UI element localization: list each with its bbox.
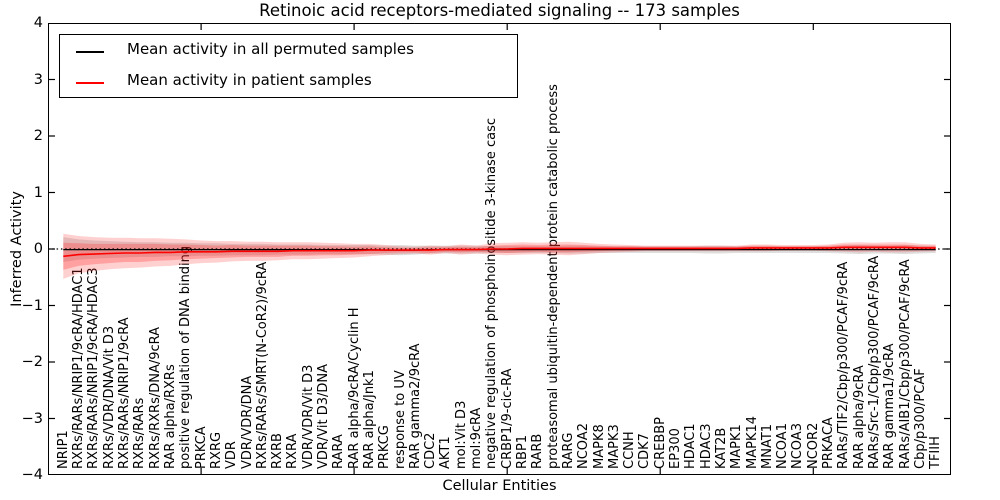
x-tick-label: VDR/VDR/DNA	[239, 375, 255, 469]
x-tick-label: RXRA	[285, 433, 301, 469]
x-tick-label: CDC2	[423, 432, 439, 469]
x-tick-label: MAPK14	[744, 415, 760, 469]
x-tick-label: CCNH	[622, 431, 638, 469]
x-tick-label: RARs/AIB1/Cbp/p300/PCAF/9cRA	[897, 259, 913, 469]
x-tick-label: RXRs/RARs	[132, 397, 148, 469]
x-tick-label: RXRG	[208, 431, 224, 469]
chart-title: Retinoic acid receptors-mediated signali…	[259, 1, 740, 20]
y-axis-title: Inferred Activity	[9, 191, 25, 307]
x-tick-label: RXRs/RARs/NRIP1/9cRA/HDAC3	[86, 267, 102, 469]
y-tick-label: −2	[21, 354, 43, 370]
x-tick-label: NCOR2	[805, 422, 821, 469]
y-tick-label: −4	[21, 467, 43, 483]
x-tick-label: RARB	[530, 433, 546, 469]
x-tick-label: positive regulation of DNA binding	[178, 245, 194, 469]
x-tick-label: RARs/TIF2/Cbp/p300/PCAF/9cRA	[836, 261, 852, 469]
x-tick-label: RXRs/RARs/SMRT(N-CoR2)/9cRA	[254, 261, 270, 469]
x-tick-label: RAR alpha/RXRs	[162, 364, 178, 469]
x-tick-label: RXRB	[270, 433, 286, 469]
legend-item-patient: Mean activity in patient samples	[60, 68, 517, 97]
x-axis-title: Cellular Entities	[442, 478, 557, 494]
y-tick-label: 1	[33, 184, 43, 201]
x-tick-label: VDR/Vit D3/DNA	[316, 363, 331, 469]
x-tick-label: Cbp/p300/PCAF	[912, 368, 928, 469]
legend: Mean activity in all permuted samples Me…	[59, 34, 518, 98]
x-tick-label: RARA	[331, 434, 347, 469]
x-tick-label: VDR	[224, 441, 240, 469]
permuted-line-sample-icon	[76, 51, 104, 53]
x-tick-label: RARG	[560, 432, 576, 469]
y-tick-label: −1	[21, 297, 43, 314]
x-tick-label: RBP1	[515, 434, 530, 469]
x-tick-label: negative regulation of phosphoinositide …	[484, 118, 500, 469]
x-tick-label: MAPK1	[729, 424, 745, 469]
x-tick-label: MAPK8	[591, 424, 607, 469]
x-tick-label: TFIIH	[928, 436, 944, 469]
x-tick-label: RAR gamma1/9cRA	[882, 343, 898, 469]
x-tick-label: PRKACA	[821, 417, 837, 469]
x-tick-label: RXRs/VDR/DNA/Vit D3	[101, 325, 117, 469]
x-tick-label: RXRs/RARs/NRIP1/9cRA/HDAC1	[71, 267, 87, 469]
y-tick-label: 3	[33, 71, 43, 88]
x-tick-label: CRBP1/9-cic-RA	[499, 368, 515, 469]
x-tick-label: HDAC3	[698, 423, 714, 469]
x-tick-label: RAR alpha/9cRA	[851, 365, 867, 469]
x-tick-label: VDR/VDR/Vit D3	[300, 364, 316, 469]
x-tick-label: RAR alpha/9cRA/Cyclin H	[346, 307, 362, 469]
y-tick-label: 2	[33, 128, 43, 144]
x-tick-label: MNAT1	[759, 423, 775, 469]
y-tick-label: −3	[21, 410, 43, 427]
x-tick-label: KAT2B	[713, 427, 729, 469]
x-tick-label: RAR alpha/Jnk1	[361, 370, 377, 469]
x-tick-label: RXRs/RXRs/DNA/9cRA	[147, 326, 163, 469]
x-tick-label: AKT1	[438, 436, 454, 469]
x-tick-label: RARs/Src-1/Cbp/p300/PCAF/9cRA	[867, 255, 882, 469]
x-tick-label: PRKCG	[377, 425, 393, 469]
y-tick-label: 4	[33, 15, 43, 31]
x-tick-label: MAPK3	[606, 424, 622, 469]
x-tick-label: mol:9cRA	[469, 407, 484, 469]
x-tick-label: response to UV	[392, 370, 408, 469]
x-tick-label: HDAC1	[683, 423, 699, 469]
legend-item-permuted: Mean activity in all permuted samples	[60, 37, 517, 66]
x-tick-label: EP300	[668, 428, 683, 469]
x-tick-label: NCOA3	[790, 423, 806, 469]
y-tick-label: 0	[33, 241, 43, 257]
x-tick-label: PRKCA	[193, 426, 209, 469]
x-tick-label: CREBBP	[652, 417, 668, 469]
legend-label: Mean activity in patient samples	[127, 71, 372, 89]
x-tick-label: RXRs/RARs/NRIP1/9cRA	[117, 317, 132, 469]
x-tick-label: proteasomal ubiquitin-dependent protein …	[545, 84, 561, 469]
legend-label: Mean activity in all permuted samples	[127, 40, 414, 58]
patient-line-sample-icon	[76, 82, 104, 84]
x-tick-label: NRIP1	[55, 430, 71, 469]
x-tick-label: NCOA1	[775, 423, 791, 469]
x-tick-label: mol:Vit D3	[453, 400, 469, 469]
x-tick-label: NCOA2	[576, 423, 592, 469]
x-tick-label: RAR gamma2/9cRA	[407, 343, 423, 469]
x-tick-label: CDK7	[637, 433, 653, 469]
